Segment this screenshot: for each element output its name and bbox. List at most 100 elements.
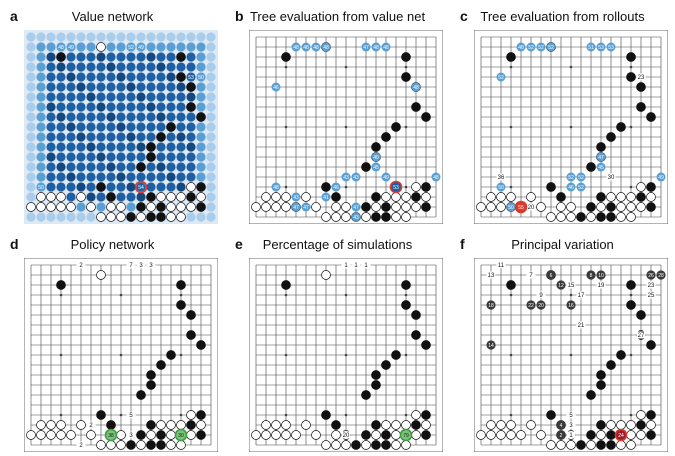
top-move-value: 79	[403, 433, 409, 439]
white-stone	[496, 192, 506, 202]
white-stone	[626, 430, 636, 440]
black-stone	[556, 192, 566, 202]
white-stone	[56, 192, 66, 202]
value-cell	[186, 212, 196, 222]
value-cell	[196, 92, 206, 102]
white-stone	[411, 430, 421, 440]
value-cell	[76, 162, 86, 172]
value-cell	[46, 92, 56, 102]
white-stone	[646, 420, 656, 430]
black-stone	[401, 72, 411, 82]
white-stone	[261, 192, 271, 202]
value-cell	[96, 122, 106, 132]
black-stone	[371, 142, 381, 152]
value-cell	[26, 112, 36, 122]
white-stone	[46, 202, 56, 212]
label-backdrop	[76, 261, 86, 269]
star-point	[344, 353, 348, 357]
evaluation-value: 43	[353, 215, 359, 221]
value-cell	[86, 152, 96, 162]
value-cell	[156, 92, 166, 102]
white-stone	[76, 420, 86, 430]
black-stone	[196, 410, 206, 420]
value-cell	[46, 62, 56, 72]
black-stone	[616, 122, 626, 132]
value-cell	[76, 102, 86, 112]
evaluation-value: 40	[373, 155, 379, 161]
panel-e: e Percentage of simulations 1 1 1 20 79	[225, 228, 450, 456]
white-stone	[616, 440, 626, 450]
evaluation-marker	[381, 42, 391, 52]
white-stone	[401, 202, 411, 212]
white-stone	[176, 192, 186, 202]
evaluation-marker	[301, 42, 311, 52]
value-cell	[76, 72, 86, 82]
value-cell	[136, 32, 146, 42]
white-stone	[606, 192, 616, 202]
value-cell	[116, 82, 126, 92]
go-board: 48 52 52 52 51 53 53 52 47 45 52 52 46 52 49 50 50 23 36 30…	[474, 30, 668, 224]
panel-label: d	[10, 236, 19, 252]
label-backdrop	[526, 203, 536, 211]
evaluation-marker	[506, 202, 516, 212]
white-stone	[86, 430, 96, 440]
value-cell	[26, 192, 36, 202]
variation-move-number: 20	[538, 303, 544, 309]
white-stone	[196, 192, 206, 202]
variation-stone	[586, 270, 596, 280]
label-backdrop	[126, 261, 136, 269]
black-stone	[196, 430, 206, 440]
white-stone	[176, 212, 186, 222]
white-stone	[271, 420, 281, 430]
evaluation-marker	[536, 42, 546, 52]
value-cell	[186, 142, 196, 152]
white-stone	[96, 270, 106, 280]
black-stone	[606, 202, 616, 212]
black-stone	[636, 310, 646, 320]
value-label: 49	[68, 45, 74, 51]
value-cell	[206, 102, 216, 112]
evaluation-value: 47	[353, 205, 359, 211]
selected-move-value: 55	[518, 205, 524, 211]
value-cell	[206, 192, 216, 202]
value-cell	[196, 32, 206, 42]
panel-d: d Policy network 2 7 3 3 5 2 3 2 38 30	[0, 228, 225, 456]
white-stone	[486, 430, 496, 440]
evaluation-value: 47	[293, 205, 299, 211]
value-cell	[186, 172, 196, 182]
black-stone	[401, 52, 411, 62]
black-stone	[576, 440, 586, 450]
evaluation-marker	[321, 42, 331, 52]
black-stone	[176, 52, 186, 62]
black-stone	[166, 122, 176, 132]
white-stone	[606, 420, 616, 430]
white-stone	[616, 202, 626, 212]
value-cell	[206, 202, 216, 212]
value-cell	[86, 32, 96, 42]
star-point	[569, 125, 573, 129]
value-cell	[116, 192, 126, 202]
label-backdrop	[526, 271, 536, 279]
value-cell	[106, 162, 116, 172]
star-point	[344, 125, 348, 129]
value-cell	[166, 92, 176, 102]
label-backdrop	[351, 261, 361, 269]
value-label: 50	[38, 185, 44, 191]
value-cell	[196, 82, 206, 92]
value-cell	[56, 112, 66, 122]
white-stone	[186, 182, 196, 192]
value-label: 48	[58, 45, 64, 51]
white-stone	[251, 202, 261, 212]
value-cell	[196, 212, 206, 222]
black-stone	[596, 212, 606, 222]
white-stone	[56, 202, 66, 212]
star-point	[344, 65, 348, 69]
value-cell	[76, 202, 86, 212]
black-stone	[281, 280, 291, 290]
white-stone	[46, 192, 56, 202]
evaluation-marker	[496, 182, 506, 192]
evaluation-marker	[596, 42, 606, 52]
star-point	[284, 353, 288, 357]
value-cell	[96, 202, 106, 212]
value-cell	[106, 62, 116, 72]
